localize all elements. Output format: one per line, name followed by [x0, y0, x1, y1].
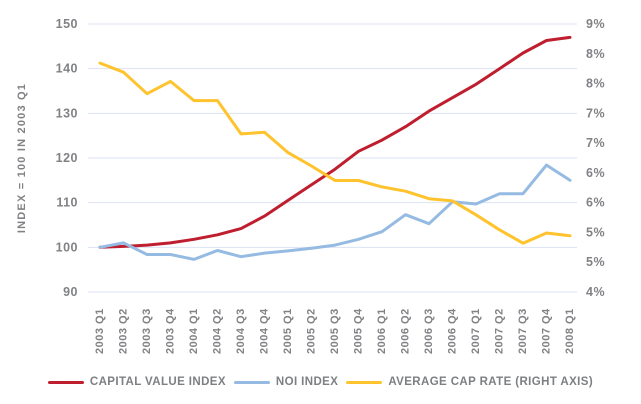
x-axis-tick-label: 2004 Q2	[212, 308, 224, 354]
left-axis-tick-labels: 150 140 130 120 110 100 90	[56, 17, 78, 299]
x-axis-tick-label: 2003 Q1	[94, 308, 106, 354]
x-axis-tick-label: 2004 Q4	[259, 308, 271, 354]
right-axis-tick-label: 4%	[586, 285, 605, 299]
x-axis-tick-label: 2008 Q1	[564, 308, 576, 354]
cap-rate-line-swatch-icon	[346, 380, 383, 384]
series-line-noi-index	[98, 163, 572, 261]
x-axis-tick-label: 2007 Q2	[494, 308, 506, 354]
x-axis-tick-label: 2005 Q4	[353, 308, 365, 354]
right-axis-tick-label: 7%	[586, 106, 605, 120]
gridlines	[88, 23, 577, 293]
y-axis-tick-label: 90	[63, 285, 78, 299]
y-axis-tick-label: 150	[56, 17, 78, 31]
right-axis-tick-label: 8%	[586, 47, 605, 61]
x-axis-tick-label: 2006 Q2	[400, 308, 412, 354]
x-axis-tick-label: 2005 Q2	[306, 308, 318, 354]
legend-label-average-cap-rate: AVERAGE CAP RATE (RIGHT AXIS)	[388, 376, 594, 388]
y-axis-tick-label: 100	[56, 240, 78, 254]
x-axis-tick-label: 2004 Q1	[188, 308, 200, 354]
capital-value-line-swatch-icon	[47, 380, 84, 384]
legend-item-capital-value-index: CAPITAL VALUE INDEX	[47, 376, 226, 388]
right-axis-tick-label: 5%	[586, 225, 605, 239]
x-axis-tick-label: 2007 Q3	[517, 308, 529, 354]
right-axis-tick-label: 6%	[586, 166, 605, 180]
x-axis-tick-label: 2006 Q1	[376, 308, 388, 354]
right-axis-tick-labels: 9% 8% 8% 7% 7% 6% 6% 5% 5% 4%	[586, 17, 605, 299]
x-axis-tick-label: 2004 Q3	[235, 308, 247, 354]
x-axis-tick-label: 2006 Q3	[423, 308, 435, 354]
x-axis-tick-label: 2007 Q1	[470, 308, 482, 354]
x-axis-tick-label: 2003 Q3	[141, 308, 153, 354]
series-line-capital-value-index	[98, 35, 572, 249]
y-axis-tick-label: 120	[56, 151, 78, 165]
right-axis-tick-label: 6%	[586, 196, 605, 210]
right-axis-tick-label: 5%	[586, 255, 605, 269]
x-axis-tick-label: 2005 Q3	[329, 308, 341, 354]
y-axis-title: INDEX = 100 IN 2003 Q1	[16, 83, 28, 233]
x-axis-tick-label: 2006 Q4	[447, 308, 459, 354]
y-axis-tick-label: 130	[56, 106, 78, 120]
noi-line-swatch-icon	[233, 380, 270, 384]
chart-legend: CAPITAL VALUE INDEX NOI INDEX AVERAGE CA…	[0, 368, 641, 396]
x-axis-tick-label: 2003 Q4	[165, 308, 177, 354]
series-lines	[98, 35, 572, 261]
legend-item-noi-index: NOI INDEX	[233, 376, 339, 388]
series-line-average-cap-rate-right-axis	[98, 61, 572, 245]
legend-label-capital-value-index: CAPITAL VALUE INDEX	[89, 376, 226, 388]
right-axis-tick-label: 9%	[586, 17, 605, 31]
x-axis-tick-label: 2003 Q2	[118, 308, 130, 354]
y-axis-tick-label: 140	[56, 62, 78, 76]
legend-item-average-cap-rate: AVERAGE CAP RATE (RIGHT AXIS)	[346, 376, 593, 388]
x-axis-tick-label: 2005 Q1	[282, 308, 294, 354]
right-axis-tick-label: 8%	[586, 77, 605, 91]
x-axis-tick-labels: 2003 Q1 2003 Q2 2003 Q3 2003 Q4 2004 Q1 2004 …	[94, 308, 576, 354]
y-axis-tick-label: 110	[56, 196, 78, 210]
legend-label-noi-index: NOI INDEX	[275, 376, 339, 388]
x-axis-tick-label: 2007 Q4	[541, 308, 553, 354]
right-axis-tick-label: 7%	[586, 136, 605, 150]
